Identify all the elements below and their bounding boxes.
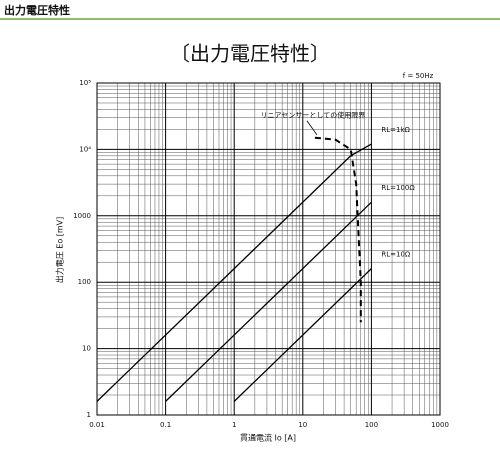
- x-tick-label: 0.1: [160, 421, 171, 429]
- chart-title: 〔出力電圧特性〕: [170, 42, 330, 66]
- y-tick-label: 100: [78, 278, 91, 286]
- x-axis-label: 貫通電流 Io [A]: [240, 433, 296, 443]
- y-tick-label: 1000: [73, 212, 91, 220]
- series-label: RL=100Ω: [381, 184, 415, 192]
- series-label: RL=10Ω: [381, 251, 411, 259]
- y-axis-label: 出力電圧 Eo [mV]: [55, 217, 65, 284]
- series-line: [96, 143, 372, 402]
- x-tick-label: 1: [232, 421, 236, 429]
- y-tick-label: 10: [82, 345, 91, 353]
- x-tick-label: 10: [298, 421, 307, 429]
- leader-line: [306, 120, 318, 135]
- page-header: 出力電圧特性: [4, 3, 70, 17]
- x-tick-label: 100: [365, 421, 378, 429]
- annotation: f = 50Hz: [403, 72, 434, 80]
- y-tick-label: 10⁵: [79, 79, 91, 87]
- y-tick-label: 10⁴: [79, 145, 91, 153]
- limit-line: [314, 136, 362, 323]
- annotation-label: リニアセンサーとしての使用限界: [261, 111, 366, 120]
- y-tick-label: 1: [87, 411, 91, 419]
- x-tick-label: 1000: [431, 421, 449, 429]
- x-tick-label: 0.01: [89, 421, 105, 429]
- series-line: [233, 268, 372, 402]
- plot-frame: [96, 82, 441, 416]
- series-line: [165, 201, 372, 402]
- series-label: RL=1kΩ: [381, 126, 410, 134]
